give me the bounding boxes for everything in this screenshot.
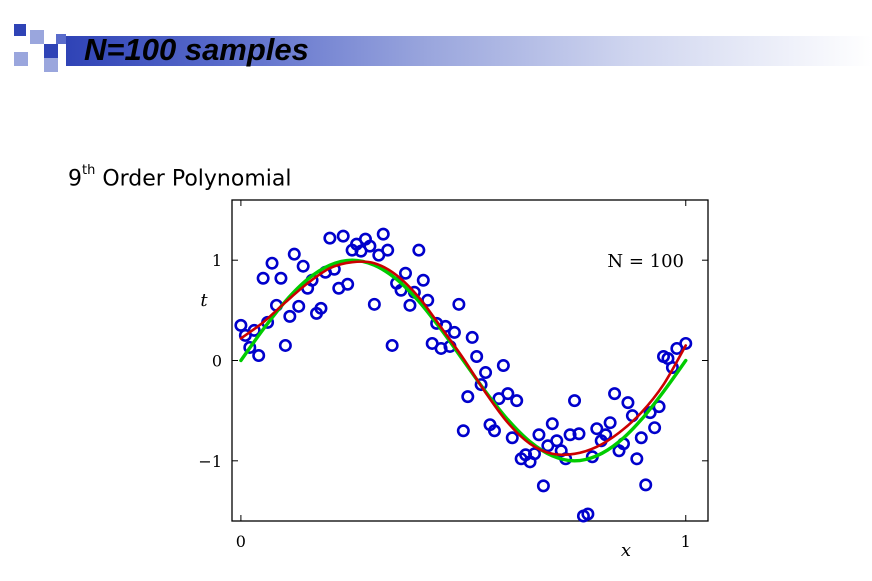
data-point	[385, 338, 399, 352]
data-point	[581, 507, 595, 521]
data-point	[536, 479, 550, 493]
header-decoration	[14, 24, 66, 72]
data-point	[314, 301, 328, 315]
y-axis-label: t	[200, 290, 208, 311]
data-point	[505, 431, 519, 445]
data-point	[363, 239, 377, 253]
data-point	[630, 452, 644, 466]
x-tick-label: 1	[681, 532, 691, 551]
data-point	[568, 394, 582, 408]
polynomial-fit-curve	[239, 260, 688, 457]
y-tick-label: 0	[212, 352, 222, 371]
data-point	[252, 348, 266, 362]
data-point	[403, 298, 417, 312]
header-square	[44, 58, 58, 72]
header-square	[44, 44, 58, 58]
header-gradient-bar	[66, 36, 872, 66]
header-square	[56, 34, 66, 44]
data-point	[456, 424, 470, 438]
header-square	[14, 24, 26, 36]
data-point	[398, 266, 412, 280]
tick-labels: 0 1 1 0 −1	[198, 251, 690, 551]
data-point	[599, 428, 613, 442]
series-layer	[234, 227, 693, 523]
subtitle-text: Order Polynomial	[95, 166, 292, 192]
data-point	[336, 229, 350, 243]
data-point	[247, 323, 261, 337]
plot-frame	[231, 199, 709, 522]
data-point	[292, 299, 306, 313]
data-point	[274, 271, 288, 285]
data-point	[234, 318, 248, 332]
data-point	[550, 434, 564, 448]
data-point	[501, 387, 515, 401]
data-point	[527, 447, 541, 461]
data-point	[367, 297, 381, 311]
data-point	[452, 297, 466, 311]
data-point	[416, 273, 430, 287]
data-point	[323, 231, 337, 245]
data-point	[590, 422, 604, 436]
header-square	[14, 52, 28, 66]
data-point	[510, 394, 524, 408]
data-point	[376, 227, 390, 241]
x-axis-label: x	[621, 540, 631, 561]
data-point	[572, 427, 586, 441]
data-point	[487, 424, 501, 438]
data-point	[474, 378, 488, 392]
y-tick-label: 1	[212, 251, 222, 270]
plot-border	[231, 199, 709, 522]
data-point	[296, 259, 310, 273]
data-point	[639, 478, 653, 492]
axis-ticks	[232, 200, 708, 521]
data-point	[287, 247, 301, 261]
scatter-series	[234, 227, 693, 523]
data-point	[532, 428, 546, 442]
data-point	[621, 396, 635, 410]
data-point	[461, 390, 475, 404]
data-point	[283, 309, 297, 323]
data-point	[341, 277, 355, 291]
data-point	[381, 243, 395, 257]
data-point	[479, 366, 493, 380]
data-point	[634, 431, 648, 445]
data-point	[648, 421, 662, 435]
x-tick-label: 0	[236, 532, 246, 551]
data-point	[679, 336, 693, 350]
subtitle-order-number: 9	[68, 166, 82, 192]
data-point	[496, 359, 510, 373]
chart-subtitle: 9th Order Polynomial	[68, 160, 291, 193]
slide-title: N=100 samples	[84, 32, 309, 67]
data-point	[278, 338, 292, 352]
data-point	[465, 330, 479, 344]
data-point	[256, 271, 270, 285]
data-point	[545, 417, 559, 431]
data-point	[665, 361, 679, 375]
data-point	[470, 349, 484, 363]
data-point	[608, 387, 622, 401]
data-point	[563, 428, 577, 442]
data-point	[412, 243, 426, 257]
data-point	[243, 340, 257, 354]
y-tick-label: −1	[198, 452, 222, 471]
sample-count-annotation: N = 100	[607, 251, 684, 272]
data-point	[603, 416, 617, 430]
header-square	[30, 30, 44, 44]
subtitle-ordinal-suffix: th	[82, 163, 96, 178]
data-point	[447, 325, 461, 339]
data-point	[265, 256, 279, 270]
